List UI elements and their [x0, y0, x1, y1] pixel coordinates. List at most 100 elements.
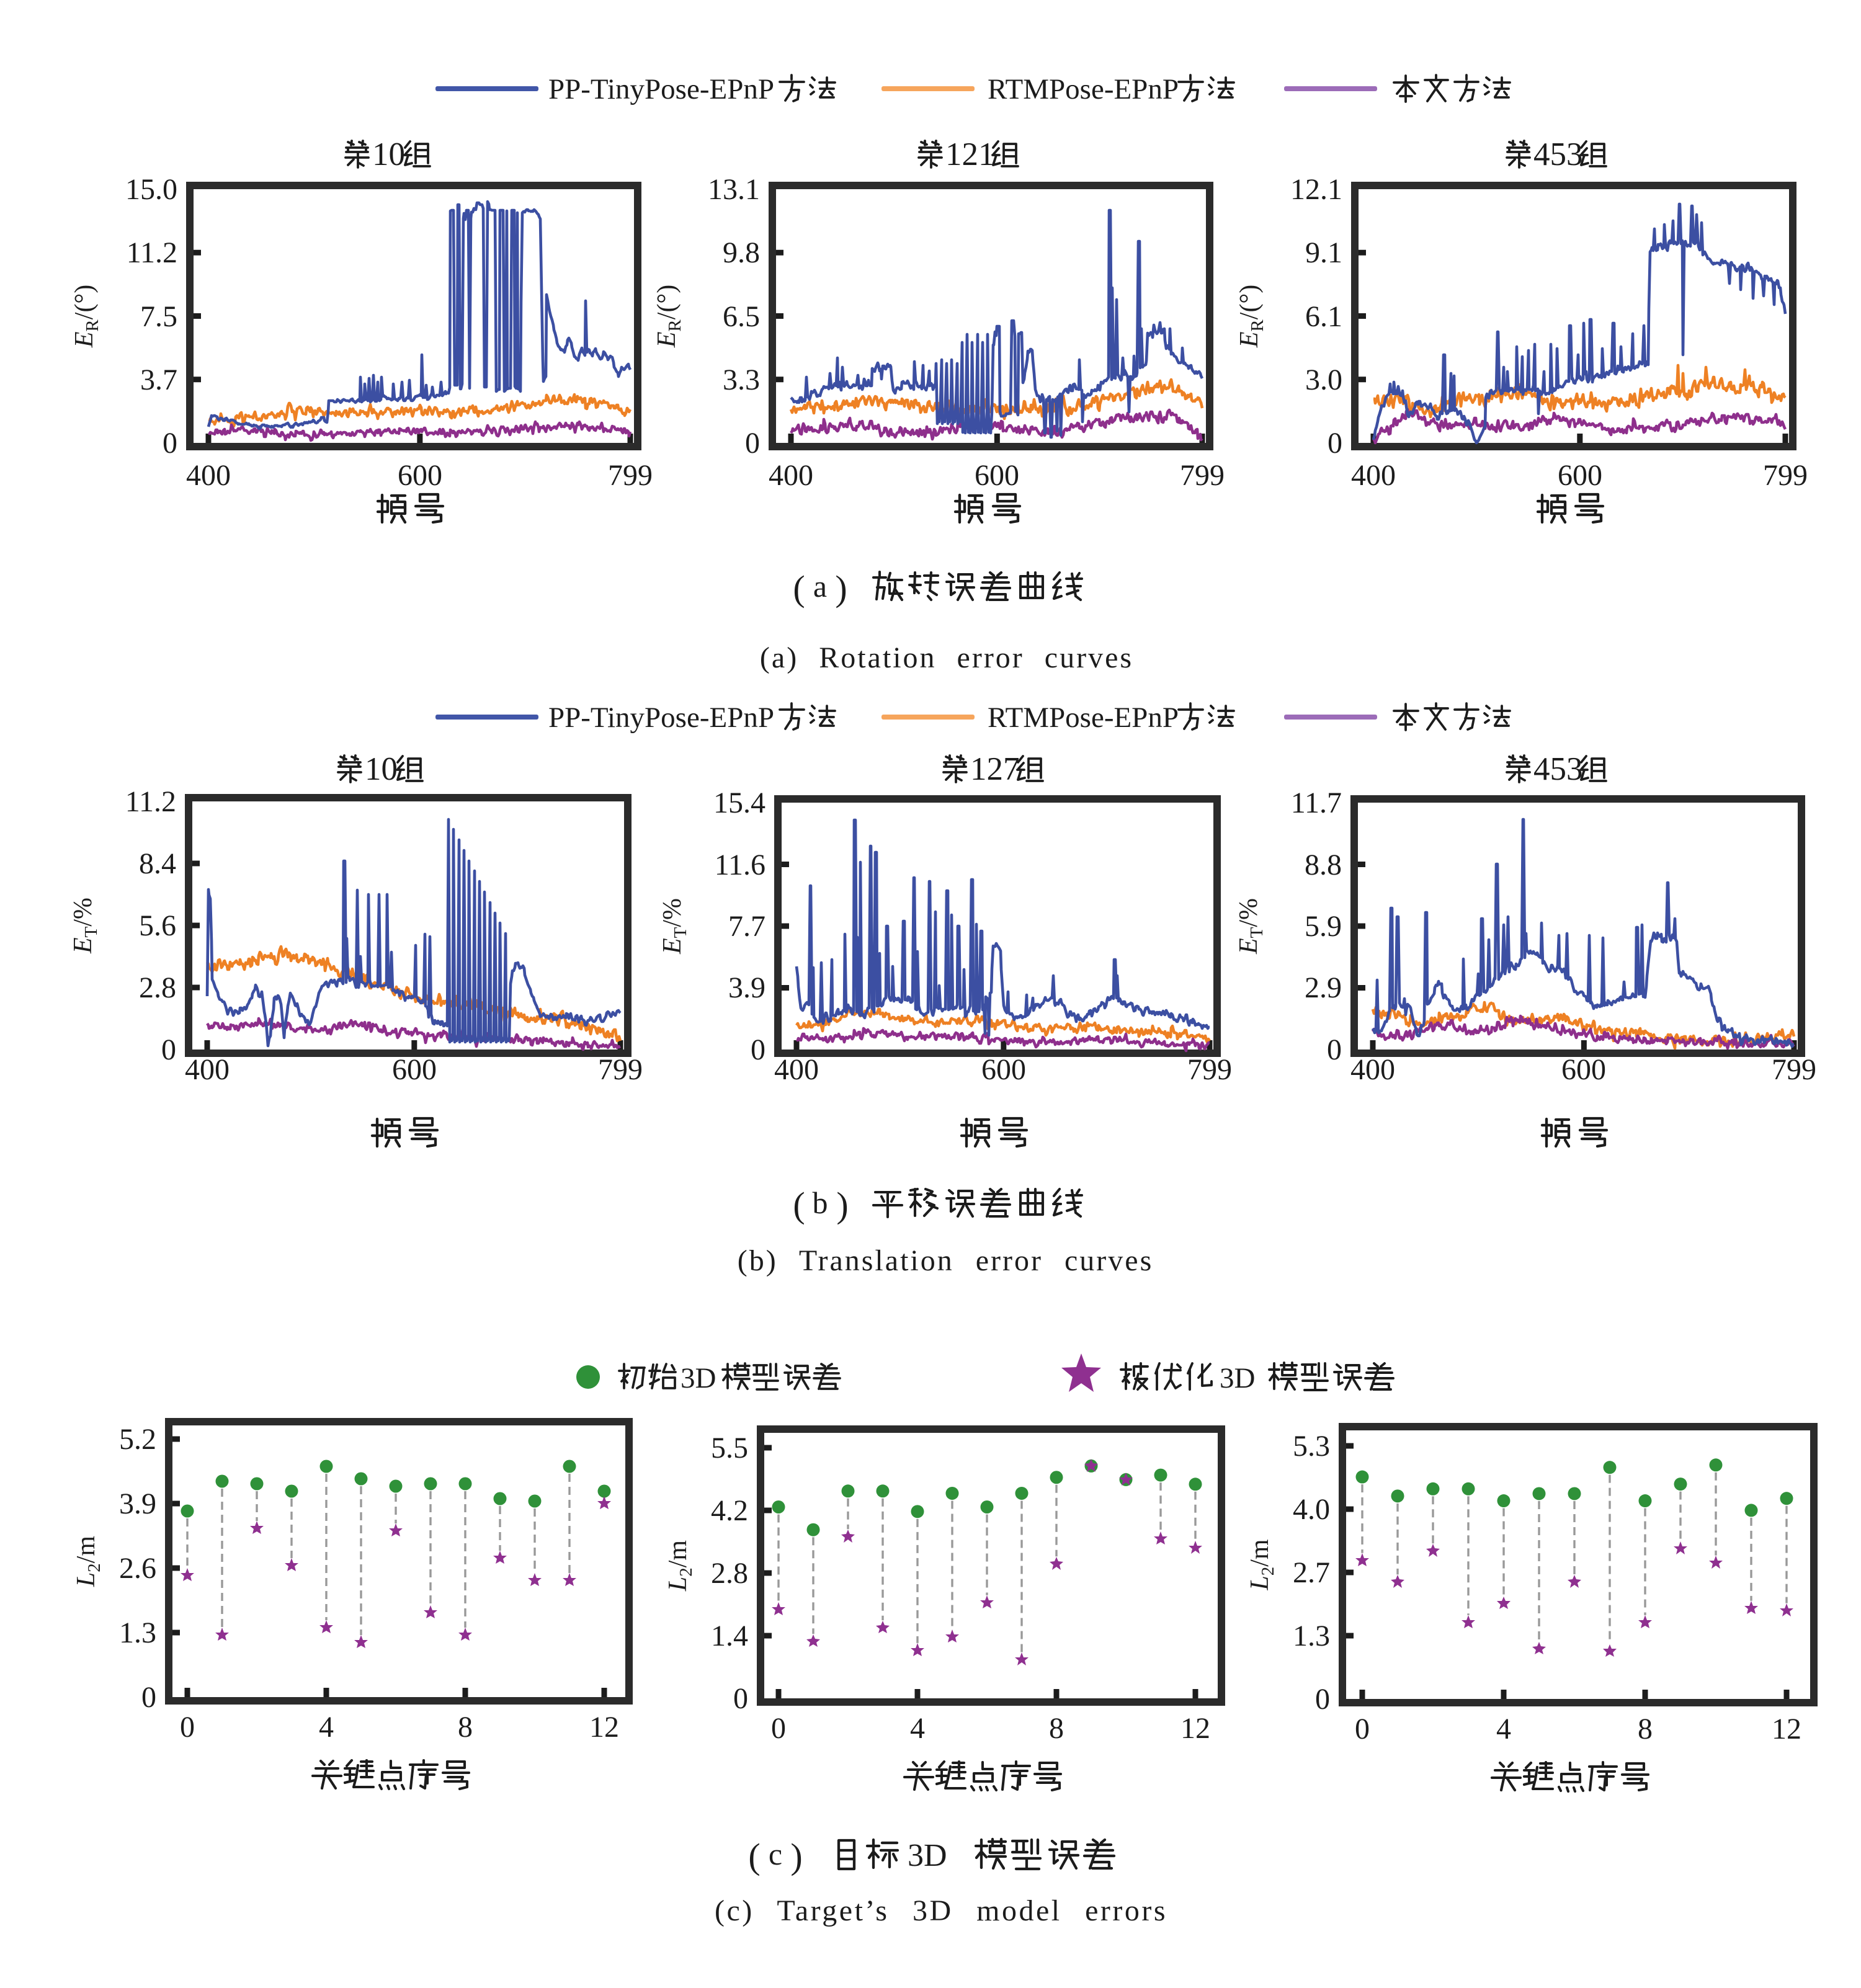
svg-text:ET/%: ET/% [658, 898, 690, 955]
svg-text:3.7: 3.7 [140, 363, 177, 396]
svg-text:799: 799 [1180, 459, 1225, 492]
svg-text:400: 400 [769, 459, 813, 492]
svg-text:8: 8 [458, 1711, 473, 1744]
svg-text:0: 0 [1327, 1033, 1342, 1066]
svg-text:ER/(°): ER/(°) [70, 285, 102, 348]
svg-text:7.7: 7.7 [728, 910, 765, 943]
svg-text:799: 799 [598, 1053, 643, 1086]
svg-text:ER/(°): ER/(°) [653, 285, 685, 348]
svg-text:799: 799 [1772, 1053, 1816, 1086]
svg-text:5.3: 5.3 [1293, 1430, 1330, 1463]
svg-text:ER/(°): ER/(°) [1235, 285, 1267, 348]
svg-text:RTMPose-EPnP: RTMPose-EPnP [988, 73, 1179, 105]
svg-text:799: 799 [1187, 1053, 1232, 1086]
svg-text:600: 600 [1561, 1053, 1606, 1086]
svg-text:15.4: 15.4 [713, 787, 765, 819]
svg-text:0: 0 [771, 1712, 786, 1745]
svg-text:2.9: 2.9 [1305, 971, 1342, 1004]
svg-text:12.1: 12.1 [1290, 173, 1342, 206]
svg-text:0: 0 [751, 1033, 765, 1066]
svg-text:): ) [836, 1185, 848, 1225]
svg-text:L2/m: L2/m [72, 1536, 104, 1588]
svg-text:127: 127 [970, 751, 1020, 787]
svg-text:3D: 3D [681, 1362, 716, 1394]
svg-text:400: 400 [185, 1053, 230, 1086]
svg-text:4.2: 4.2 [711, 1494, 748, 1527]
svg-text:600: 600 [975, 459, 1019, 492]
svg-text:600: 600 [398, 459, 442, 492]
svg-text:600: 600 [981, 1053, 1026, 1086]
svg-text:2.6: 2.6 [119, 1552, 156, 1585]
svg-text:799: 799 [1763, 459, 1808, 492]
svg-text:12: 12 [1180, 1712, 1210, 1745]
svg-text:4: 4 [1496, 1713, 1511, 1745]
svg-text:8: 8 [1049, 1712, 1064, 1745]
svg-text:11.2: 11.2 [127, 236, 177, 269]
svg-text:(: ( [748, 1836, 760, 1876]
svg-text:): ) [790, 1836, 802, 1876]
svg-text:1.3: 1.3 [119, 1616, 156, 1649]
svg-text:10: 10 [365, 751, 398, 787]
svg-text:5.2: 5.2 [119, 1423, 156, 1456]
svg-text:L2/m: L2/m [664, 1540, 696, 1592]
svg-text:5.6: 5.6 [139, 909, 176, 942]
svg-text:L2/m: L2/m [1246, 1539, 1278, 1591]
svg-text:(a) Rotation error curves: (a) Rotation error curves [760, 641, 1133, 674]
svg-text:13.1: 13.1 [708, 173, 760, 206]
svg-text:5.5: 5.5 [711, 1432, 748, 1464]
svg-text:2.8: 2.8 [139, 971, 176, 1004]
svg-text:10: 10 [372, 136, 405, 172]
svg-text:8.4: 8.4 [139, 847, 176, 880]
svg-text:0: 0 [1355, 1713, 1370, 1745]
svg-text:0: 0 [141, 1681, 156, 1714]
svg-text:8.8: 8.8 [1305, 849, 1342, 881]
svg-text:(b) Translation error curves: (b) Translation error curves [738, 1244, 1154, 1277]
svg-text:0: 0 [745, 427, 760, 460]
svg-text:2.7: 2.7 [1293, 1556, 1330, 1589]
svg-text:600: 600 [1558, 459, 1602, 492]
svg-text:(: ( [793, 1185, 805, 1225]
svg-text:9.8: 9.8 [723, 236, 760, 269]
svg-text:): ) [835, 568, 847, 608]
svg-text:3.9: 3.9 [119, 1487, 156, 1520]
svg-text:(c) Target’s 3D model errors: (c) Target’s 3D model errors [715, 1894, 1167, 1927]
svg-text:453: 453 [1533, 751, 1583, 787]
svg-text:3D: 3D [908, 1838, 947, 1873]
svg-text:0: 0 [1328, 427, 1342, 460]
svg-text:4: 4 [910, 1712, 925, 1745]
svg-text:0: 0 [180, 1711, 195, 1744]
svg-text:0: 0 [733, 1682, 748, 1715]
svg-text:3.0: 3.0 [1305, 363, 1342, 396]
svg-text:0: 0 [1315, 1683, 1330, 1716]
svg-text:PP-TinyPose-EPnP: PP-TinyPose-EPnP [548, 702, 774, 734]
svg-text:121: 121 [945, 136, 995, 172]
svg-text:ET/%: ET/% [1234, 898, 1267, 955]
svg-text:6.1: 6.1 [1305, 300, 1342, 333]
svg-text:3.3: 3.3 [723, 363, 760, 396]
svg-text:PP-TinyPose-EPnP: PP-TinyPose-EPnP [548, 73, 774, 105]
svg-text:11.7: 11.7 [1291, 787, 1342, 819]
svg-text:12: 12 [1772, 1713, 1801, 1745]
svg-text:c: c [769, 1837, 782, 1871]
svg-text:4: 4 [319, 1711, 334, 1744]
svg-text:12: 12 [589, 1711, 619, 1744]
svg-text:1.3: 1.3 [1293, 1620, 1330, 1652]
svg-text:1.4: 1.4 [711, 1620, 748, 1652]
svg-text:15.0: 15.0 [125, 173, 177, 206]
svg-text:400: 400 [1351, 459, 1396, 492]
svg-text:0: 0 [163, 427, 177, 460]
svg-text:400: 400 [1350, 1053, 1395, 1086]
svg-text:3.9: 3.9 [728, 971, 765, 1004]
svg-text:5.9: 5.9 [1305, 910, 1342, 943]
svg-text:2.8: 2.8 [711, 1557, 748, 1590]
svg-text:9.1: 9.1 [1305, 236, 1342, 269]
svg-text:400: 400 [186, 459, 231, 492]
svg-text:11.6: 11.6 [715, 849, 765, 881]
svg-text:(: ( [793, 568, 805, 608]
svg-text:400: 400 [774, 1053, 819, 1086]
svg-text:7.5: 7.5 [140, 300, 177, 333]
svg-text:8: 8 [1638, 1713, 1653, 1745]
svg-text:3D: 3D [1220, 1362, 1255, 1394]
svg-text:799: 799 [608, 459, 653, 492]
svg-text:453: 453 [1533, 136, 1583, 172]
